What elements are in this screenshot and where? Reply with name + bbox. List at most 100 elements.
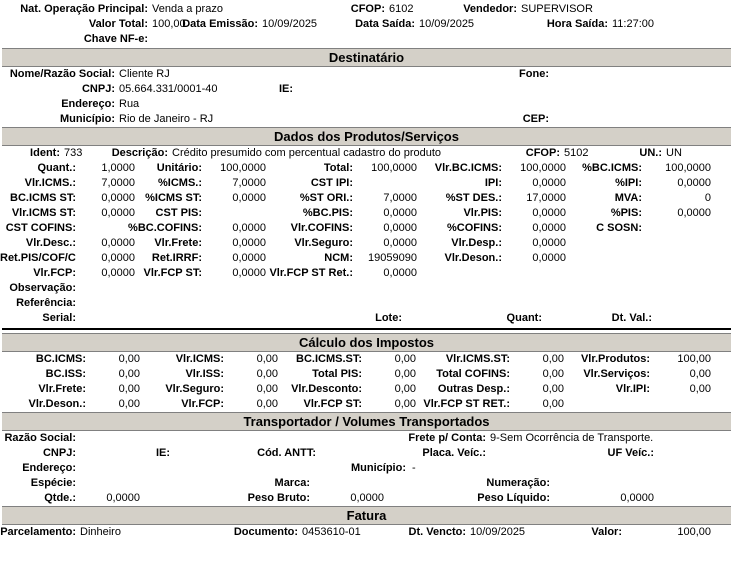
value-cnpj: 05.664.331/0001-40	[119, 83, 218, 95]
label-ie: IE:	[155, 447, 170, 459]
value-referencia	[80, 296, 380, 311]
label-vlr-icms-st: Vlr.ICMS.ST:	[445, 353, 510, 365]
value-chave-nf-e	[152, 32, 452, 47]
value-outras-desp: 0,00	[542, 383, 564, 395]
field-row: BC.ICMS: 0,00 Vlr.ICMS: 0,00 BC.ICMS.ST: 0,00…	[0, 352, 733, 367]
label-cofins: %COFINS:	[447, 222, 502, 234]
value-ie	[174, 446, 254, 461]
value-vlr-ipi: 0,00	[689, 383, 711, 395]
field-row: CST COFINS: %BC.COFINS: 0,0000 Vlr.COFINS: 0…	[0, 221, 733, 236]
value-ret-pis-cof-csll: 0,0000	[101, 252, 135, 264]
value-bc-icms: 100,0000	[665, 162, 711, 174]
label-uf-veic: UF Veíc.:	[607, 447, 654, 459]
value-vlr-deson: 0,00	[118, 398, 140, 410]
label-documento: Documento:	[233, 526, 298, 538]
label-municipio: Município:	[351, 462, 406, 474]
impostos-section: BC.ICMS: 0,00 Vlr.ICMS: 0,00 BC.ICMS.ST: 0,00…	[0, 352, 733, 412]
label-vlr-iss: Vlr.ISS:	[185, 368, 224, 380]
value-vlr-icms: 0,00	[256, 353, 278, 365]
value-vlr-desp: 0,0000	[532, 237, 566, 249]
label-bc-cofins: %BC.COFINS:	[128, 222, 202, 234]
value-documento: 0453610-01	[302, 526, 361, 538]
field-row: Chave NF-e:	[0, 32, 733, 47]
section-title-destinatario: Destinatário	[2, 48, 731, 67]
value-frete-p-conta: 9-Sem Ocorrência de Transporte.	[490, 432, 654, 444]
label-vlr-produtos: Vlr.Produtos:	[580, 353, 650, 365]
value-vlr-servicos: 0,00	[689, 368, 711, 380]
label-endereco: Endereço:	[22, 462, 76, 474]
field-row: Endereço: Rua	[0, 97, 733, 112]
label-data-saida: Data Saída:	[355, 18, 415, 30]
value-c-sosn	[646, 221, 711, 236]
label-fone: Fone:	[519, 68, 549, 80]
value-mva: 0	[704, 192, 711, 204]
value-vlr-cofins: 0,0000	[383, 222, 417, 234]
label-placa-veic: Placa. Veíc.:	[422, 447, 486, 459]
value-valor: 100,00	[677, 526, 711, 538]
label-chave-nf-e: Chave NF-e:	[83, 33, 148, 45]
field-row: Ret.PIS/COF/CSLL: 0,0000 Ret.IRRF: 0,0000 NC…	[0, 251, 733, 266]
produtos-section: Ident: 733 Descrição: Crédito presumido com…	[0, 146, 733, 326]
label-nat-operacao-principal: Nat. Operação Principal:	[20, 3, 148, 15]
label-ipi: IPI:	[484, 177, 502, 189]
value-cofins: 0,0000	[532, 222, 566, 234]
field-row: Nat. Operação Principal: Venda a prazo CFO…	[0, 2, 733, 17]
field-row: CNPJ: IE: Cód. ANTT: Placa. Veíc.: UF Veíc.:	[0, 446, 733, 461]
field-row: Nome/Razão Social: Cliente RJ Fone:	[0, 67, 733, 82]
label-ipi: %IPI:	[615, 177, 642, 189]
value-dt-val	[656, 311, 726, 326]
field-row: Observação:	[0, 281, 733, 296]
value-observacao	[80, 281, 380, 296]
section-title-transportador: Transportador / Volumes Transportados	[2, 412, 731, 431]
value-nat-operacao-principal: Venda a prazo	[152, 3, 223, 15]
value-vlr-icms-st: 0,00	[542, 353, 564, 365]
label-vlr-icms-st: Vlr.ICMS ST:	[11, 207, 76, 219]
value-numeracao	[554, 476, 674, 491]
field-row: Vlr.Frete: 0,00 Vlr.Seguro: 0,00 Vlr.Descont…	[0, 382, 733, 397]
label-bc-icms: %BC.ICMS:	[582, 162, 642, 174]
label-vlr-deson: Vlr.Deson.:	[28, 398, 86, 410]
value-municipio: -	[412, 462, 416, 474]
value-bc-cofins: 0,0000	[232, 222, 266, 234]
value-peso-liquido: 0,0000	[620, 492, 654, 504]
label-total-cofins: Total COFINS:	[436, 368, 510, 380]
value-ncm: 19059090	[368, 252, 417, 264]
label-nome-razao-social: Nome/Razão Social:	[9, 68, 115, 80]
value-ipi: 0,0000	[532, 177, 566, 189]
value-vlr-seguro: 0,0000	[383, 237, 417, 249]
label-vlr-fcp-st-ret: Vlr.FCP ST Ret.:	[269, 267, 353, 279]
value-vlr-icms: 7,0000	[101, 177, 135, 189]
fatura-section: Parcelamento: Dinheiro Documento: 0453610-0…	[0, 525, 733, 540]
label-endereco: Endereço:	[61, 98, 115, 110]
label-pis: %PIS:	[610, 207, 642, 219]
label-bc-iss: BC.ISS:	[45, 368, 86, 380]
field-row: Vlr.ICMS ST: 0,0000 CST PIS: %BC.PIS: 0,0000…	[0, 206, 733, 221]
value-descricao: Crédito presumido com percentual cadastr…	[172, 147, 442, 159]
label-dt-val: Dt. Val.:	[611, 312, 652, 324]
label-vlr-fcp: Vlr.FCP:	[181, 398, 224, 410]
value-total-cofins: 0,00	[542, 368, 564, 380]
value-uf-veic	[658, 446, 718, 461]
value-qtde: 0,0000	[106, 492, 140, 504]
value-total: 100,0000	[371, 162, 417, 174]
value-vlr-fcp-st-ret: 0,00	[542, 398, 564, 410]
label-numeracao: Numeração:	[486, 477, 550, 489]
label-municipio: Município:	[60, 113, 115, 125]
label-vlr-deson: Vlr.Deson.:	[444, 252, 502, 264]
label-vendedor: Vendedor:	[463, 3, 517, 15]
field-row: Vlr.Deson.: 0,00 Vlr.FCP: 0,00 Vlr.FCP ST: 0,…	[0, 397, 733, 412]
value-cst-cofins	[80, 221, 135, 236]
destinatario-section: Nome/Razão Social: Cliente RJ Fone: CNPJ: 05…	[0, 67, 733, 127]
value-nome-razao-social: Cliente RJ	[119, 68, 170, 80]
value-vlr-icms-st: 0,0000	[101, 207, 135, 219]
value-cfop: 5102	[564, 147, 589, 159]
value-placa-veic	[490, 446, 570, 461]
value-vlr-bc-icms: 100,0000	[520, 162, 566, 174]
value-municipio: Rio de Janeiro - RJ	[119, 113, 214, 125]
value-icms-st: 0,0000	[232, 192, 266, 204]
label-valor: Valor:	[591, 526, 622, 538]
label-cst-cofins: CST COFINS:	[5, 222, 76, 234]
label-cep: CEP:	[522, 113, 549, 125]
label-qtde: Qtde.:	[44, 492, 76, 504]
value-dt-vencto: 10/09/2025	[470, 526, 526, 538]
